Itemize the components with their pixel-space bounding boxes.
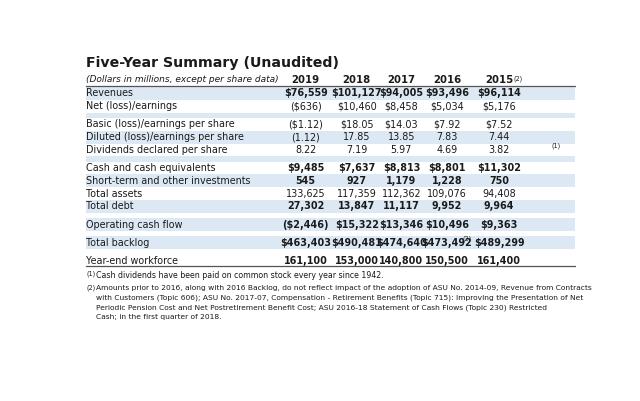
Text: Amounts prior to 2016, along with 2016 Backlog, do not reflect impact of the ado: Amounts prior to 2016, along with 2016 B… [97,285,592,291]
Text: Total assets: Total assets [86,188,143,198]
Text: Diluted (loss)/earnings per share: Diluted (loss)/earnings per share [86,132,244,142]
Text: 150,500: 150,500 [425,255,469,265]
Text: Net (loss)/earnings: Net (loss)/earnings [86,101,177,111]
Text: 140,800: 140,800 [380,255,424,265]
Text: 8.22: 8.22 [295,145,316,155]
Text: $490,481: $490,481 [332,237,382,247]
Text: 161,400: 161,400 [477,255,521,265]
Text: Cash; in the first quarter of 2018.: Cash; in the first quarter of 2018. [97,314,222,320]
Text: Cash dividends have been paid on common stock every year since 1942.: Cash dividends have been paid on common … [97,271,384,280]
Text: $489,299: $489,299 [474,237,524,247]
Text: Total debt: Total debt [86,201,134,211]
Text: (1): (1) [86,271,95,277]
Bar [86,131,575,144]
Text: $5,176: $5,176 [483,101,516,111]
Bar [86,218,575,231]
Text: $9,485: $9,485 [287,163,324,173]
Text: 161,100: 161,100 [284,255,328,265]
Text: 1,179: 1,179 [387,176,417,186]
Text: Periodic Pension Cost and Net Postretirement Benefit Cost; ASU 2016-18 Statement: Periodic Pension Cost and Net Postretire… [97,304,547,311]
Text: 27,302: 27,302 [287,201,324,211]
Text: 5.97: 5.97 [391,145,412,155]
Text: $5,034: $5,034 [430,101,464,111]
Text: $18.05: $18.05 [340,119,374,129]
Text: (Dollars in millions, except per share data): (Dollars in millions, except per share d… [86,75,279,84]
Text: $9,363: $9,363 [481,219,518,229]
Text: $7,637: $7,637 [338,163,376,173]
Bar [86,236,575,249]
Text: 7.19: 7.19 [346,145,367,155]
Bar [86,200,575,213]
Text: Dividends declared per share: Dividends declared per share [86,145,228,155]
Text: (1): (1) [551,143,561,149]
Text: $10,460: $10,460 [337,101,377,111]
Text: 94,408: 94,408 [483,188,516,198]
Text: $15,322: $15,322 [335,219,379,229]
Text: $8,801: $8,801 [428,163,466,173]
Text: ($2,446): ($2,446) [282,219,329,229]
Bar [86,87,575,100]
Text: $463,403: $463,403 [280,237,331,247]
Bar [86,156,575,162]
Text: $14.03: $14.03 [385,119,418,129]
Text: 927: 927 [347,176,367,186]
Text: Short-term and other investments: Short-term and other investments [86,176,251,186]
Text: 7.83: 7.83 [436,132,458,142]
Text: 133,625: 133,625 [286,188,326,198]
Text: (1.12): (1.12) [291,132,320,142]
Text: $10,496: $10,496 [425,219,469,229]
Text: ($1.12): ($1.12) [288,119,323,129]
Text: (2): (2) [86,285,95,292]
Text: with Customers (Topic 606); ASU No. 2017-07, Compensation - Retirement Benefits : with Customers (Topic 606); ASU No. 2017… [97,294,584,301]
Text: Five-Year Summary (Unaudited): Five-Year Summary (Unaudited) [86,56,339,70]
Text: 11,117: 11,117 [383,201,420,211]
Text: $8,813: $8,813 [383,163,420,173]
Text: $473,492: $473,492 [422,237,472,247]
Text: 109,076: 109,076 [427,188,467,198]
Text: 2017: 2017 [387,75,415,85]
Text: 2015: 2015 [485,75,513,85]
Text: Basic (loss)/earnings per share: Basic (loss)/earnings per share [86,119,235,129]
Text: $7.92: $7.92 [433,119,461,129]
Text: 9,952: 9,952 [432,201,462,211]
Text: 3.82: 3.82 [488,145,509,155]
Text: Total backlog: Total backlog [86,237,150,247]
Text: Revenues: Revenues [86,89,134,98]
Text: 9,964: 9,964 [484,201,515,211]
Text: $11,302: $11,302 [477,163,521,173]
Text: 13.85: 13.85 [388,132,415,142]
Text: 2016: 2016 [433,75,461,85]
Text: 2019: 2019 [292,75,320,85]
Text: 2018: 2018 [342,75,371,85]
Text: 13,847: 13,847 [338,201,376,211]
Text: 117,359: 117,359 [337,188,377,198]
Text: 7.44: 7.44 [488,132,510,142]
Text: 750: 750 [489,176,509,186]
Bar [86,174,575,187]
Text: $8,458: $8,458 [385,101,419,111]
Text: $96,114: $96,114 [477,89,521,98]
Text: (2): (2) [514,75,523,82]
Text: $76,559: $76,559 [284,89,328,98]
Text: 153,000: 153,000 [335,255,379,265]
Bar [86,113,575,118]
Text: Operating cash flow: Operating cash flow [86,219,183,229]
Text: ($636): ($636) [290,101,321,111]
Text: $13,346: $13,346 [380,219,424,229]
Text: 112,362: 112,362 [381,188,421,198]
Text: $94,005: $94,005 [380,89,424,98]
Text: $101,127: $101,127 [332,89,382,98]
Text: 4.69: 4.69 [436,145,458,155]
Text: $7.52: $7.52 [485,119,513,129]
Text: (2): (2) [463,235,472,242]
Text: 545: 545 [296,176,316,186]
Text: Cash and cash equivalents: Cash and cash equivalents [86,163,216,173]
Text: Year-end workforce: Year-end workforce [86,255,179,265]
Text: 1,228: 1,228 [432,176,462,186]
Text: $93,496: $93,496 [425,89,469,98]
Text: $474,640: $474,640 [376,237,427,247]
Text: 17.85: 17.85 [343,132,371,142]
